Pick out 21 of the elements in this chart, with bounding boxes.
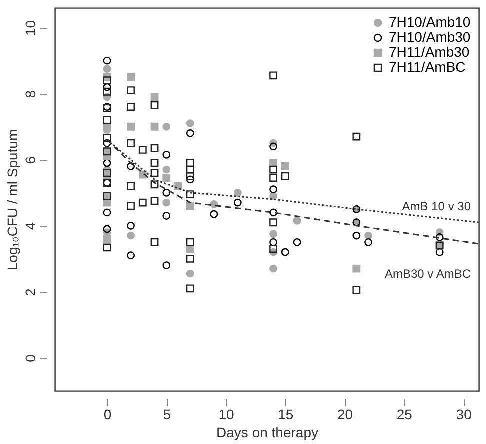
series-label: AmB30 v AmBC bbox=[384, 267, 472, 282]
x-tick-label: 10 bbox=[218, 406, 235, 422]
x-tick-label: 5 bbox=[163, 406, 172, 422]
y-tick-label: 2 bbox=[22, 288, 38, 296]
x-tick-label: 15 bbox=[278, 406, 294, 422]
legend-label: 7H11/Amb30 bbox=[389, 44, 470, 60]
y-tick-label: 0 bbox=[22, 354, 38, 362]
x-tick-label: 20 bbox=[338, 406, 354, 422]
x-axis-title: Days on therapy bbox=[216, 424, 318, 440]
x-tick-label: 25 bbox=[396, 406, 413, 422]
y-axis-title: Log₁₀CFU / ml Sputum bbox=[4, 129, 20, 271]
y-tick-label: 6 bbox=[22, 156, 38, 164]
x-tick-label: 0 bbox=[104, 406, 112, 422]
x-tick-label: 30 bbox=[456, 406, 472, 422]
legend-label: 7H10/Amb30 bbox=[389, 29, 471, 45]
legend-label: 7H11/AmBC bbox=[389, 59, 466, 75]
y-tick-label: 10 bbox=[22, 20, 38, 36]
series-label: AmB 10 v 30 bbox=[402, 200, 472, 214]
y-tick-label: 4 bbox=[22, 222, 38, 230]
legend-label: 7H10/Amb10 bbox=[389, 14, 471, 30]
y-tick-label: 8 bbox=[22, 90, 38, 98]
